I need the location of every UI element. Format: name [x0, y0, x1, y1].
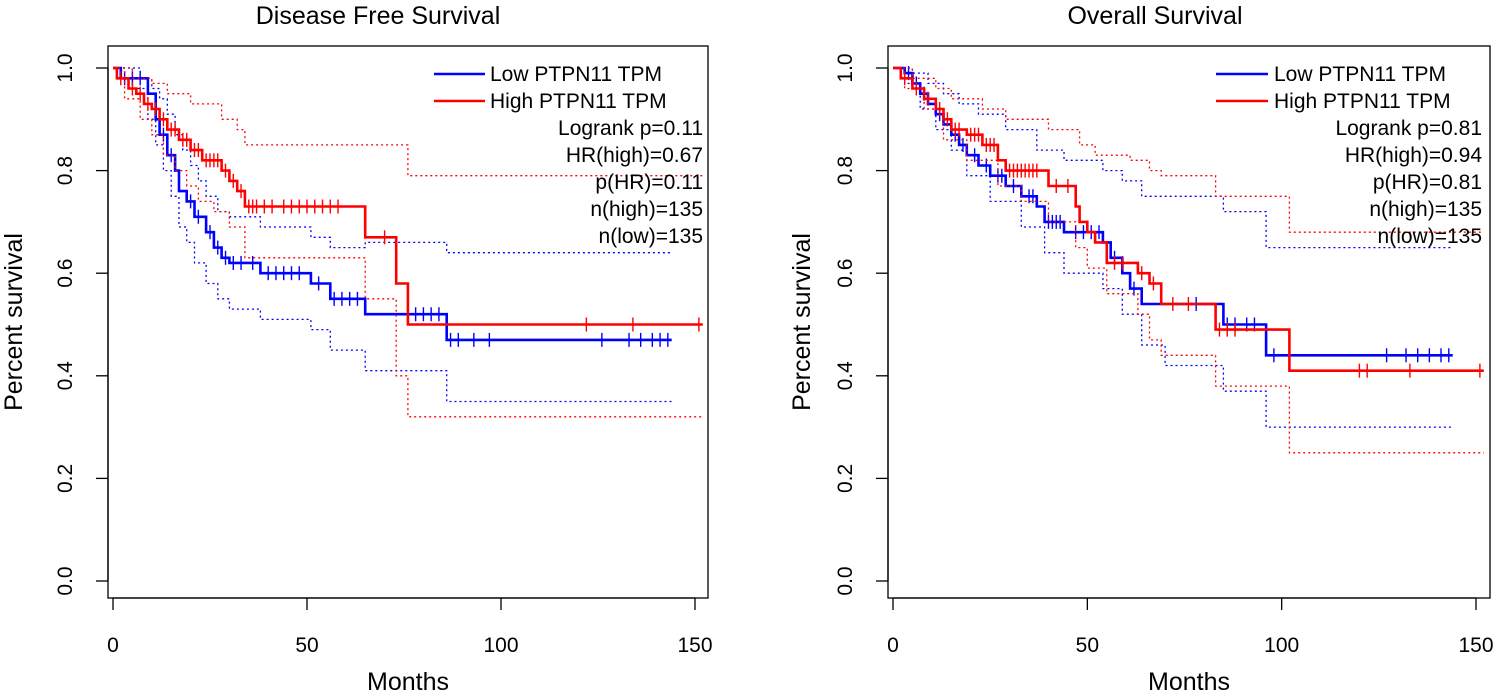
ci-lower-high [113, 67, 703, 418]
ci-upper-low [113, 67, 672, 254]
ci-lower-low [113, 67, 672, 403]
y-tick-label: 0.6 [54, 259, 77, 288]
legend-label: Low PTPN11 TPM [1274, 63, 1446, 86]
legend-stat: p(HR)=0.81 [1373, 171, 1482, 194]
series-low [893, 66, 1453, 428]
y-tick-label: 0.4 [834, 361, 857, 391]
survival-curve-high [113, 66, 703, 326]
x-tick-label: 0 [107, 634, 119, 657]
legend-stat: Logrank p=0.11 [558, 117, 703, 140]
panel-overall-survival: Overall Survival 0 50 100 150 Months 0.0 0.2 0.4… [788, 2, 1494, 694]
x-tick-label: 50 [1076, 634, 1099, 657]
y-tick-label: 0.0 [834, 566, 857, 595]
legend-stat: HR(high)=0.67 [566, 144, 703, 167]
legend-stat: n(high)=135 [590, 198, 703, 221]
survival-curve-high [893, 66, 1484, 372]
chart-title: Overall Survival [1067, 2, 1242, 30]
legend-label: Low PTPN11 TPM [490, 63, 662, 86]
y-axis: 0.0 0.2 0.4 0.6 0.8 1.0 Percent survival [788, 53, 889, 596]
legend-label: High PTPN11 TPM [490, 90, 667, 113]
ci-lower-low [893, 67, 1453, 428]
series-low [113, 66, 672, 403]
legend-stat: Logrank p=0.81 [1335, 117, 1482, 140]
y-tick-label: 0.2 [54, 464, 77, 493]
x-axis: 0 50 100 150 Months [887, 597, 1494, 694]
legend-stat: n(low)=135 [1378, 225, 1482, 248]
x-axis: 0 50 100 150 Months [107, 597, 713, 694]
x-tick-label: 50 [295, 634, 318, 657]
y-tick-label: 0.2 [834, 464, 857, 493]
x-axis-label: Months [367, 668, 449, 694]
legend-stat: p(HR)=0.11 [595, 171, 703, 194]
y-axis-label: Percent survival [0, 233, 28, 411]
legend-stat: n(low)=135 [599, 225, 703, 248]
y-axis-label: Percent survival [788, 233, 816, 411]
y-tick-label: 0.8 [54, 156, 77, 185]
y-tick-label: 0.6 [834, 259, 857, 288]
ci-upper-high [893, 67, 1484, 233]
series-high [893, 66, 1484, 454]
ci-upper-low [893, 67, 1453, 249]
x-tick-label: 150 [677, 634, 712, 657]
x-tick-label: 100 [1264, 634, 1299, 657]
y-tick-label: 0.0 [54, 566, 77, 595]
series-high [113, 66, 703, 418]
y-axis: 0.0 0.2 0.4 0.6 0.8 1.0 Percent survival [0, 53, 109, 596]
survival-curve-low [113, 66, 672, 342]
y-tick-label: 0.8 [834, 156, 857, 185]
y-tick-label: 1.0 [54, 53, 77, 82]
legend-label: High PTPN11 TPM [1274, 90, 1451, 113]
legend-stat: HR(high)=0.94 [1345, 144, 1482, 167]
y-tick-label: 1.0 [834, 53, 857, 82]
legend: Low PTPN11 TPM High PTPN11 TPM Logrank p=0… [434, 63, 703, 248]
legend: Low PTPN11 TPM High PTPN11 TPM Logrank p=0… [1216, 63, 1482, 248]
legend-stat: n(high)=135 [1369, 198, 1482, 221]
x-tick-label: 100 [483, 634, 518, 657]
chart-title: Disease Free Survival [256, 2, 501, 30]
x-tick-label: 0 [887, 634, 899, 657]
x-tick-label: 150 [1458, 634, 1493, 657]
y-tick-label: 0.4 [54, 361, 77, 391]
x-axis-label: Months [1148, 668, 1230, 694]
